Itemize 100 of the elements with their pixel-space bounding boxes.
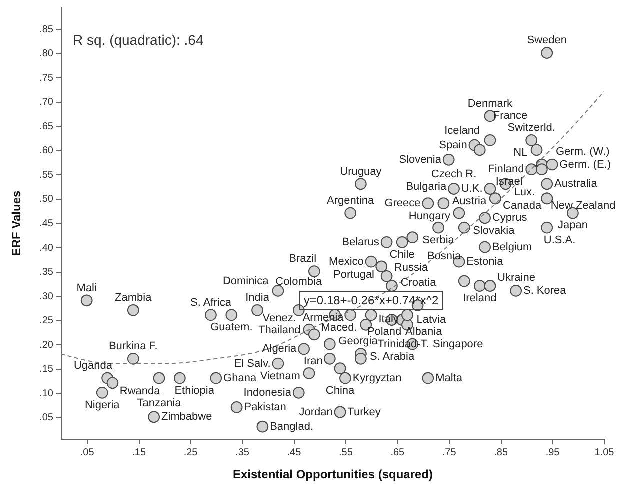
y-tick-label: .85 — [40, 24, 54, 36]
y-tick-label: .80 — [40, 48, 54, 60]
annotation: R sq. (quadratic): .64 — [73, 32, 204, 48]
annotation: Mali — [76, 282, 97, 294]
annotation: Mexico — [329, 256, 364, 268]
annotation: Maced. — [321, 322, 358, 334]
annotation: Thailand — [258, 324, 301, 337]
x-tick-label: .35 — [236, 448, 250, 458]
annotation: Greece — [384, 198, 421, 210]
x-tick-label: .45 — [287, 448, 302, 458]
annotation: S. Arabia — [370, 351, 416, 364]
y-tick-label: .70 — [40, 97, 54, 108]
annotation: U.S.A. — [544, 234, 576, 246]
annotation: Colombia — [276, 276, 323, 288]
x-tick-label: .05 — [80, 448, 95, 458]
y-tick-label: .30 — [40, 291, 54, 302]
x-tick-label: .25 — [184, 448, 198, 458]
annotation: Serbia — [422, 234, 456, 246]
annotation: Sweden — [527, 34, 567, 47]
annotation: S. Korea — [523, 284, 568, 297]
annotation: Ethiopia — [174, 384, 216, 397]
annotation: Kyrgyztan — [352, 372, 402, 384]
annotation: Guatem. — [210, 322, 253, 334]
annotation: Jordan — [299, 406, 333, 418]
annotation: Germ. (E.) — [560, 158, 612, 171]
annotation: Malta — [436, 372, 464, 384]
annotation: Brazil — [289, 253, 317, 266]
annotation: Austria — [452, 196, 488, 208]
x-tick-label: .75 — [442, 448, 457, 458]
annotation: y=0.18+-0.26*x+0.74*x^2 — [304, 294, 439, 308]
annotation: Uganda — [74, 360, 114, 372]
annotation: El Salv. — [234, 358, 271, 370]
annotation: S. Africa — [190, 296, 232, 309]
annotation: NL — [514, 147, 528, 160]
y-tick-label: .65 — [40, 121, 54, 132]
annotation: Zimbabwe — [161, 411, 212, 424]
annotation: China — [326, 385, 356, 398]
y-axis-title: ERF Values — [10, 190, 24, 256]
annotation: Belarus — [342, 236, 380, 248]
annotation: Latvia — [416, 314, 447, 326]
y-tick-label: .40 — [40, 242, 54, 254]
annotation: Iceland — [444, 124, 480, 137]
y-tick-label: .20 — [40, 340, 54, 351]
annotation: Cyprus — [492, 212, 528, 224]
annotation: Slovenia — [399, 154, 442, 166]
y-tick-label: .25 — [40, 316, 54, 327]
x-tick-label: .85 — [494, 448, 508, 458]
annotation: Canada — [503, 200, 542, 212]
y-tick-label: .50 — [40, 194, 54, 206]
annotation: Rwanda — [120, 385, 162, 398]
annotation: Portugal — [334, 268, 375, 281]
annotation: Iran — [304, 355, 323, 368]
annotation: Estonia — [466, 256, 504, 268]
y-tick-label: .60 — [40, 146, 54, 157]
annotation: U.K. — [461, 183, 483, 196]
x-axis-title: Existential Opportunities (squared) — [232, 468, 434, 482]
annotation: Indonesia — [244, 386, 292, 399]
annotation: Albania — [406, 326, 444, 338]
x-tick-label: .95 — [546, 448, 560, 458]
annotation: Turkey — [348, 406, 382, 418]
annotation: New Zealand — [550, 200, 616, 212]
annotation: Finland — [488, 164, 524, 176]
y-tick-label: .15 — [40, 364, 54, 376]
y-tick-label: .35 — [40, 267, 54, 278]
annotation: Venez. — [262, 312, 296, 325]
annotation: Singapore — [433, 338, 484, 350]
annotation: Bosnia — [427, 250, 462, 263]
annotation: Uruguay — [340, 166, 382, 178]
annotation: Bulgaria — [406, 180, 448, 193]
annotation: Banglad. — [270, 420, 314, 433]
x-tick-label: .15 — [132, 448, 146, 458]
y-tick-label: .05 — [40, 412, 54, 424]
annotation: Ghana — [224, 372, 258, 384]
annotation: Czech R. — [431, 168, 477, 181]
annotation: Pakistan — [244, 401, 286, 414]
annotation: Argentina — [327, 194, 376, 207]
annotation: Russia — [394, 262, 429, 274]
annotation: Ireland — [463, 292, 497, 304]
x-tick-label: .55 — [338, 448, 354, 458]
x-tick-label: 1.05 — [594, 448, 615, 458]
annotation: Chile — [390, 248, 415, 261]
annotation: Spain — [439, 139, 468, 152]
x-tick-label: .65 — [390, 448, 406, 458]
annotation: Croatia — [400, 277, 438, 290]
annotation: Germ. (W.) — [556, 146, 610, 158]
annotation: Belgium — [492, 241, 532, 254]
annotation: Burkina F. — [108, 340, 158, 353]
annotation: Slovakia — [473, 224, 516, 237]
annotation: Denmark — [468, 98, 514, 110]
annotation: Switzerld. — [508, 122, 556, 134]
y-tick-label: .75 — [40, 72, 54, 84]
annotation: Zambia — [115, 292, 153, 304]
annotation: Vietnam — [260, 370, 300, 382]
annotation: Lux. — [514, 186, 536, 198]
annotation: Hungary — [408, 210, 451, 222]
annotation: India — [246, 292, 270, 304]
annotation: Australia — [554, 178, 598, 190]
annotation: Dominica — [222, 275, 270, 288]
annotation: Ukraine — [498, 272, 536, 284]
y-tick-label: .45 — [40, 218, 54, 230]
